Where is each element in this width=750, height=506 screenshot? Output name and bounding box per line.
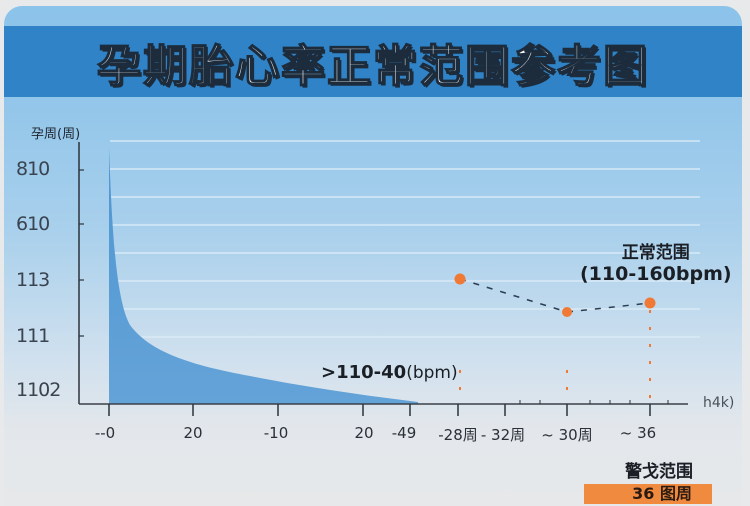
y-tick-label: 1102 <box>16 379 61 401</box>
x-tick-label: --0 <box>94 424 116 442</box>
title-band: 孕期胎心率正常范围参考图 <box>4 26 742 97</box>
data-marker <box>454 273 466 285</box>
data-marker <box>562 307 572 317</box>
x-tick-label: ~ 36 <box>619 424 657 442</box>
low-range-value: >110-40 <box>321 362 407 383</box>
y-tick-label: 111 <box>16 325 50 347</box>
gridlines <box>110 140 700 338</box>
x-axis-unit: h4k) <box>703 395 735 411</box>
low-range-unit: (bpm) <box>406 363 458 383</box>
x-tick-label: -10 <box>263 424 289 442</box>
x-tick-label: -28周 <box>438 426 478 444</box>
normal-range-title: 正常范围 <box>621 243 690 263</box>
area-series <box>109 148 418 404</box>
normal-range-value: (110-160bpm) <box>580 263 732 285</box>
chart-card: 孕期胎心率正常范围参考图 <box>4 6 742 506</box>
y-tick-label: 113 <box>16 269 50 291</box>
data-marker <box>644 297 656 309</box>
y-axis-title: 孕周(周) <box>31 127 81 142</box>
warning-range-badge: 36 图周 <box>584 484 712 504</box>
x-tick-label: - 32周 <box>480 426 526 444</box>
x-tick-label: ~ 30周 <box>541 426 593 444</box>
x-tick-label: 20 <box>183 424 203 442</box>
warning-range-title: 警戈范围 <box>625 462 693 482</box>
y-tick-label: 610 <box>16 213 50 235</box>
page-title: 孕期胎心率正常范围参考图 <box>96 40 649 93</box>
x-tick-label: 20 <box>354 424 374 442</box>
normal-range-annotation: 正常范围 (110-160bpm) <box>580 238 732 285</box>
y-tick-label: 810 <box>16 158 50 180</box>
low-range-annotation: >110-40(bpm) <box>321 362 458 383</box>
x-tick-label: -49 <box>391 424 417 442</box>
